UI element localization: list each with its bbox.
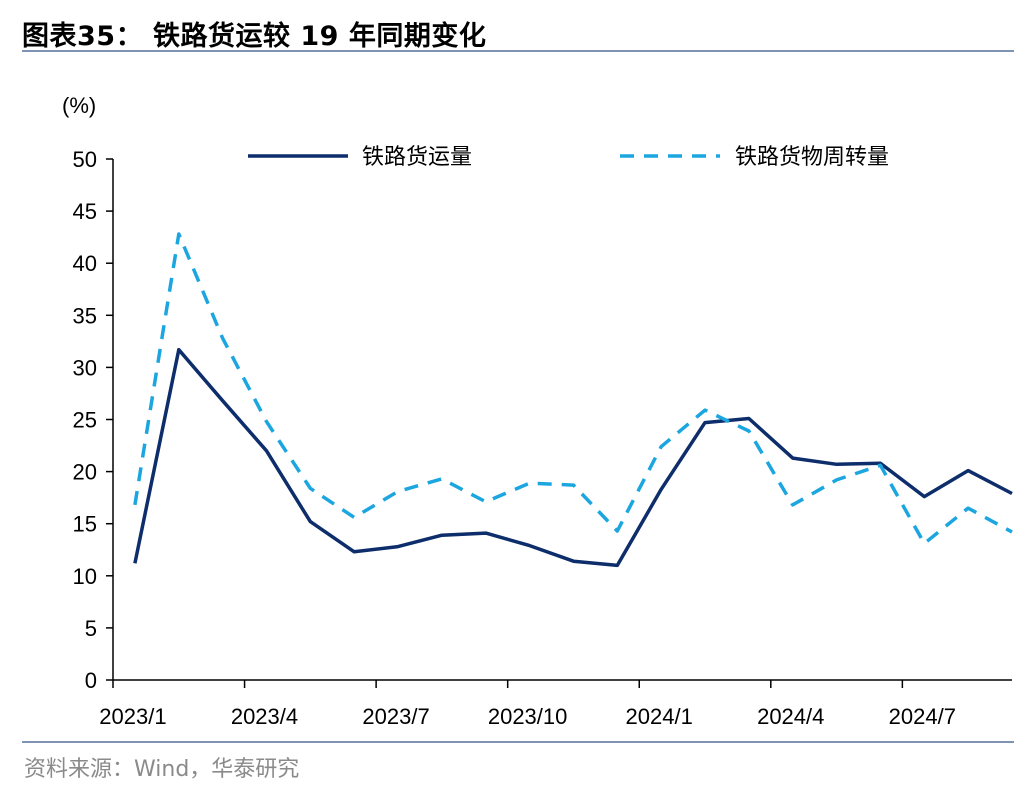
x-tick-label: 2024/4 <box>757 704 824 729</box>
y-tick-label: 10 <box>73 564 97 589</box>
chart-legend: 铁路货运量 铁路货物周转量 <box>248 145 889 170</box>
x-tick-label: 2024/1 <box>626 704 693 729</box>
source-note: 资料来源：Wind，华泰研究 <box>24 757 300 782</box>
y-tick-label: 40 <box>73 251 97 276</box>
x-tick-label: 2024/7 <box>889 704 956 729</box>
chart-axes: 0 5 10 15 20 25 30 35 40 45 50 (%) 2023/1 2023/4 2023/… <box>62 93 1012 729</box>
y-tick-label: 15 <box>73 512 97 537</box>
title-divider <box>22 50 1014 52</box>
series-layer <box>133 232 1013 568</box>
figure-title: 图表35： 铁路货运较 19 年同期变化 <box>22 21 487 52</box>
x-tick-label: 2023/1 <box>99 704 166 729</box>
y-tick-label: 30 <box>73 355 97 380</box>
y-axis-unit: (%) <box>62 93 96 118</box>
y-tick-label: 0 <box>85 668 97 693</box>
legend-label: 铁路货物周转量 <box>735 145 889 170</box>
y-tick-label: 5 <box>85 616 97 641</box>
x-tick-label: 2023/4 <box>231 704 298 729</box>
x-tick-label: 2023/10 <box>488 704 568 729</box>
source-divider <box>22 741 1014 743</box>
series-line-0 <box>133 347 1013 568</box>
series-line-1 <box>133 232 1013 546</box>
y-tick-label: 45 <box>73 199 97 224</box>
y-tick-label: 35 <box>73 303 97 328</box>
y-tick-label: 50 <box>73 147 97 172</box>
y-tick-label: 20 <box>73 460 97 485</box>
x-tick-label: 2023/7 <box>362 704 429 729</box>
y-tick-label: 25 <box>73 408 97 433</box>
legend-label: 铁路货运量 <box>362 145 472 170</box>
